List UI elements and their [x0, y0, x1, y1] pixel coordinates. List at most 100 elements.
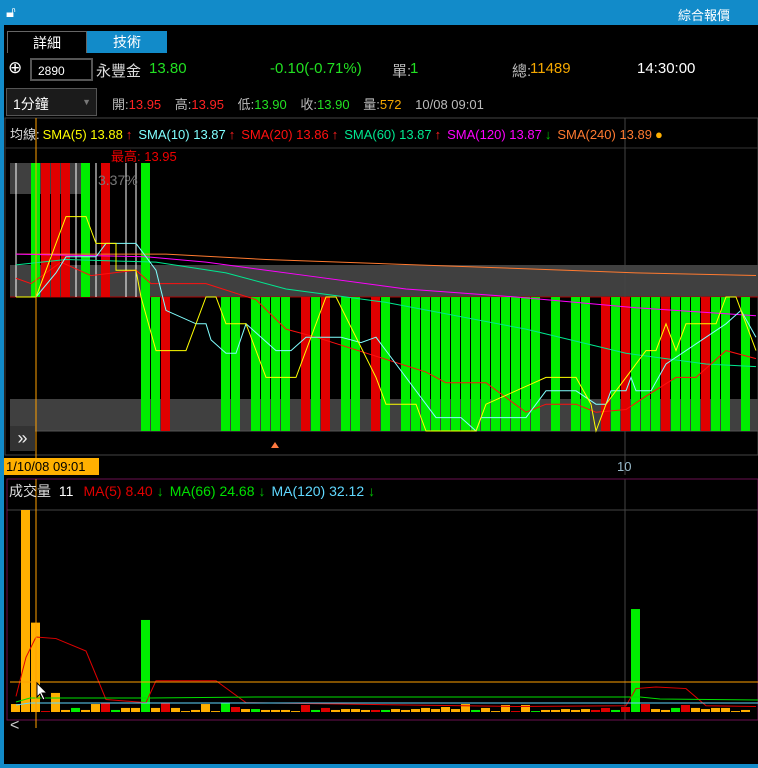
volume-bar: [371, 709, 380, 712]
volume-bar: [611, 709, 620, 712]
volume-bar: [51, 692, 60, 712]
candle-down: [461, 297, 470, 431]
triangle-marker-icon: [271, 442, 279, 448]
candle-up: [601, 297, 610, 431]
candle-down: [641, 297, 650, 431]
chevron-down-icon: ▼: [82, 97, 91, 107]
volume-bar: [491, 711, 500, 712]
max-price-label: 最高: 13.95: [111, 149, 177, 164]
volume-bar: [271, 709, 280, 712]
volume-bar: [711, 707, 720, 712]
volume-bar: [131, 707, 140, 712]
candle-up: [101, 163, 110, 297]
window-title: 綜合報價: [677, 8, 730, 23]
candle-down: [551, 297, 560, 431]
candle-down: [441, 297, 450, 431]
volume-bar: [211, 711, 220, 712]
trend-arrow-icon: ↓: [258, 483, 266, 499]
low-value: 13.90: [254, 97, 287, 112]
volume-bar: [331, 709, 340, 712]
candle-down: [271, 297, 280, 431]
volume-bar: [281, 709, 290, 712]
unlock-icon[interactable]: 🔓︎: [6, 4, 16, 21]
candle-down: [741, 297, 750, 431]
volume-bar: [681, 704, 690, 712]
volume-bar: [721, 707, 730, 712]
ratio-label: 3.37%: [98, 172, 138, 188]
trend-arrow-icon: ↑: [125, 127, 133, 142]
volume-bar: [401, 709, 410, 712]
candle-up: [621, 297, 630, 431]
candle-down: [571, 297, 580, 431]
low-label: 低:: [237, 97, 255, 112]
candle-down: [231, 297, 240, 431]
volume-bar: [651, 709, 660, 712]
candle-down: [611, 297, 620, 431]
volume-bar: [631, 609, 640, 712]
ma-legend-item: SMA(20) 13.86: [241, 127, 329, 142]
ma-legend-item: SMA(10) 13.87: [138, 127, 226, 142]
volume-bar: [541, 709, 550, 712]
volume-bar: [41, 711, 50, 712]
expand-button[interactable]: »: [10, 426, 35, 451]
volume-bar: [321, 707, 330, 712]
ma-legend: 均線: SMA(5) 13.88 ↑ SMA(10) 13.87 ↑ SMA(20) 13…: [10, 124, 672, 143]
add-icon[interactable]: ⊕: [8, 58, 23, 77]
volume-value: 572: [379, 97, 402, 112]
volume-bar: [531, 711, 540, 712]
stock-name: 永豐金: [96, 63, 142, 80]
volume-ma-legend-item: MA(120) 32.12: [271, 483, 365, 499]
price-panel-border: [4, 117, 758, 456]
high-label: 高:: [174, 97, 192, 112]
open-value: 13.95: [128, 97, 162, 112]
volume-bar: [591, 709, 600, 712]
tab-bar: 詳細 技術: [7, 31, 167, 53]
period-select[interactable]: 1分鐘 ▼: [6, 88, 97, 116]
high-value: 13.95: [191, 97, 224, 112]
tab-technical[interactable]: 技術: [87, 31, 167, 53]
stock-code-input[interactable]: 2890: [30, 58, 93, 81]
volume-bar: [461, 704, 470, 712]
total-label: 總:: [512, 63, 532, 80]
ma-legend-item: SMA(120) 13.87: [447, 127, 542, 142]
volume-bar: [241, 709, 250, 712]
volume-bar: [111, 709, 120, 712]
volume-bar: [481, 707, 490, 712]
bar-datetime: 10/08 09:01: [415, 97, 484, 112]
candle-down: [501, 297, 510, 431]
status-dot-icon: ●: [654, 127, 663, 142]
candle-down: [481, 297, 490, 431]
candle-up: [161, 297, 170, 431]
volume-bar: [21, 510, 30, 712]
candle-down: [721, 297, 730, 431]
volume-bar: [411, 709, 420, 712]
window-border-bottom: [0, 764, 758, 768]
volume-bar: [551, 709, 560, 712]
candle-up: [61, 163, 70, 297]
volume-bar: [671, 707, 680, 712]
candle-down: [281, 297, 290, 431]
volume-bar: [581, 709, 590, 712]
volume-bar: [661, 709, 670, 712]
scroll-left-button[interactable]: <: [10, 717, 20, 734]
candle-down: [691, 297, 700, 431]
tab-detail[interactable]: 詳細: [7, 31, 87, 53]
candle-down: [421, 297, 430, 431]
volume-bar: [161, 702, 170, 712]
volume-bar: [141, 619, 150, 712]
price-change: -0.10(-0.71%): [270, 60, 362, 77]
volume-bar: [691, 707, 700, 712]
volume-bar: [511, 711, 520, 712]
volume-bars: [11, 510, 758, 712]
close-value: 13.90: [317, 97, 350, 112]
volume-bar: [71, 707, 80, 712]
volume-bar: [561, 709, 570, 712]
single-volume: 1: [410, 60, 419, 77]
volume-bar: [451, 709, 460, 712]
candle-up: [51, 163, 60, 297]
ma-legend-title: 均線:: [10, 127, 40, 142]
volume-bar: [431, 709, 440, 712]
volume-bar: [61, 709, 70, 712]
ma-lines: [15, 216, 757, 433]
